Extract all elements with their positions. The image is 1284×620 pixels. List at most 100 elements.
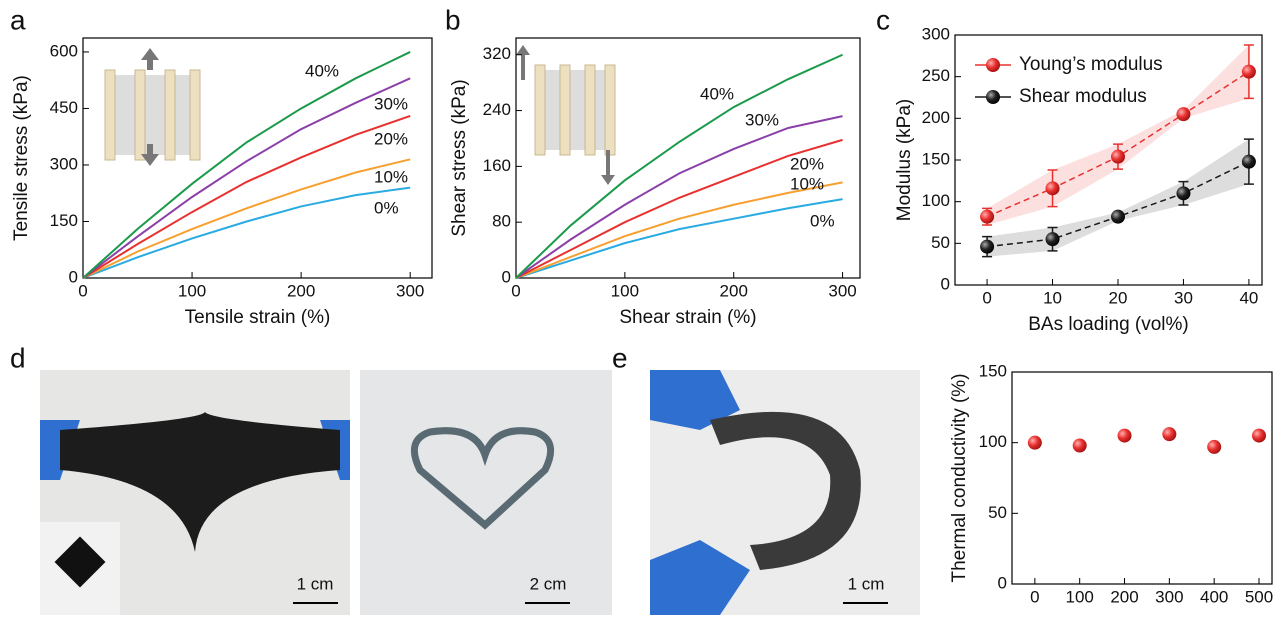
- plot-frame: [82, 37, 433, 279]
- photo: 1 cm: [650, 370, 920, 615]
- y-tick-label: 50: [988, 503, 1007, 522]
- scale-bar-label: 1 cm: [848, 574, 885, 593]
- y-tick-label: 150: [922, 149, 950, 168]
- curve: [82, 77, 411, 279]
- y-tick-label: 150: [979, 361, 1007, 380]
- y-tick-label: 0: [941, 274, 950, 293]
- x-tick-label: 100: [1066, 587, 1094, 606]
- scale-bar-label: 1 cm: [297, 574, 334, 593]
- marker: [1110, 209, 1125, 224]
- x-tick-label: 10: [1043, 288, 1062, 307]
- y-tick-label: 0: [69, 267, 78, 286]
- marker: [1252, 428, 1266, 443]
- x-tick-label: 0: [982, 288, 991, 307]
- schematic: [104, 48, 201, 166]
- legend-marker: [986, 58, 1000, 72]
- x-tick-label: 0: [511, 281, 520, 300]
- x-tick-label: 0: [78, 281, 87, 300]
- x-tick-label: 20: [1109, 288, 1128, 307]
- curve-label: 40%: [700, 84, 734, 103]
- y-tick-label: 50: [931, 233, 950, 252]
- curve-label: 30%: [745, 110, 779, 129]
- y-tick-label: 100: [979, 432, 1007, 451]
- x-tick-label: 100: [611, 281, 639, 300]
- y-tick-label: 0: [502, 267, 511, 286]
- curve: [515, 115, 843, 279]
- x-tick-label: 200: [1110, 587, 1138, 606]
- y-tick-label: 250: [922, 66, 950, 85]
- panel-label: c: [876, 4, 890, 35]
- y-tick-label: 160: [483, 156, 511, 175]
- x-tick-label: 400: [1200, 587, 1228, 606]
- plot-frame: [1011, 371, 1273, 585]
- curve: [515, 181, 843, 279]
- marker: [1241, 154, 1256, 169]
- curve: [82, 186, 411, 279]
- x-axis-label: Shear strain (%): [619, 307, 756, 328]
- x-tick-label: 0: [1030, 587, 1039, 606]
- y-tick-label: 450: [50, 98, 78, 117]
- scale-bar-label: 2 cm: [530, 574, 567, 593]
- error-band: [987, 139, 1249, 257]
- y-axis-label: Thermal conductivity (%): [949, 373, 970, 582]
- y-tick-label: 0: [998, 573, 1007, 592]
- curve-label: 10%: [374, 167, 408, 186]
- curve: [82, 51, 411, 279]
- photo: 2 cm: [360, 370, 612, 615]
- y-tick-label: 300: [50, 154, 78, 173]
- x-axis-label: Tensile strain (%): [185, 307, 331, 328]
- x-tick-label: 30: [1174, 288, 1193, 307]
- curve-label: 20%: [790, 154, 824, 173]
- marker: [1072, 438, 1087, 453]
- plot-frame: [515, 37, 861, 279]
- marker: [1162, 427, 1177, 442]
- marker: [1045, 232, 1060, 247]
- curve: [515, 198, 843, 279]
- x-tick-label: 300: [396, 281, 424, 300]
- curve: [82, 158, 411, 279]
- x-tick-label: 100: [178, 281, 206, 300]
- marker: [1207, 439, 1222, 454]
- marker: [1110, 149, 1125, 164]
- legend-marker: [986, 90, 1000, 104]
- y-tick-label: 300: [922, 24, 950, 43]
- legend-label: Shear modulus: [1019, 86, 1147, 107]
- y-axis-label: Modulus (kPa): [894, 99, 915, 222]
- y-tick-label: 320: [483, 44, 511, 63]
- curve-label: 30%: [374, 94, 408, 113]
- curve: [515, 138, 843, 279]
- marker: [1176, 186, 1191, 201]
- marker: [980, 209, 995, 224]
- marker: [980, 239, 995, 254]
- panel-label: a: [10, 4, 26, 35]
- y-axis-label: Tensile stress (kPa): [11, 75, 32, 241]
- panel-label: e: [612, 342, 628, 373]
- x-tick-label: 200: [720, 281, 748, 300]
- panel-label: b: [445, 4, 461, 35]
- y-tick-label: 80: [492, 212, 511, 231]
- y-tick-label: 100: [922, 191, 950, 210]
- y-tick-label: 600: [50, 41, 78, 60]
- x-tick-label: 500: [1245, 587, 1273, 606]
- marker: [1241, 64, 1256, 79]
- x-tick-label: 200: [287, 281, 315, 300]
- curve: [515, 53, 843, 279]
- y-tick-label: 200: [922, 108, 950, 127]
- y-axis-label: Shear stress (kPa): [449, 79, 470, 236]
- y-tick-label: 150: [50, 211, 78, 230]
- panel-label: d: [10, 342, 26, 373]
- curve-label: 0%: [810, 211, 835, 230]
- curve-label: 0%: [374, 198, 399, 217]
- marker: [1117, 428, 1132, 443]
- curve-label: 20%: [374, 129, 408, 148]
- marker: [1176, 107, 1191, 122]
- marker: [1045, 181, 1060, 196]
- photo: 1 cm: [40, 370, 350, 615]
- schematic: [516, 45, 616, 185]
- x-tick-label: 40: [1239, 288, 1258, 307]
- curve: [82, 115, 411, 279]
- curve-label: 10%: [790, 174, 824, 193]
- marker: [1027, 435, 1042, 450]
- x-tick-label: 300: [1155, 587, 1183, 606]
